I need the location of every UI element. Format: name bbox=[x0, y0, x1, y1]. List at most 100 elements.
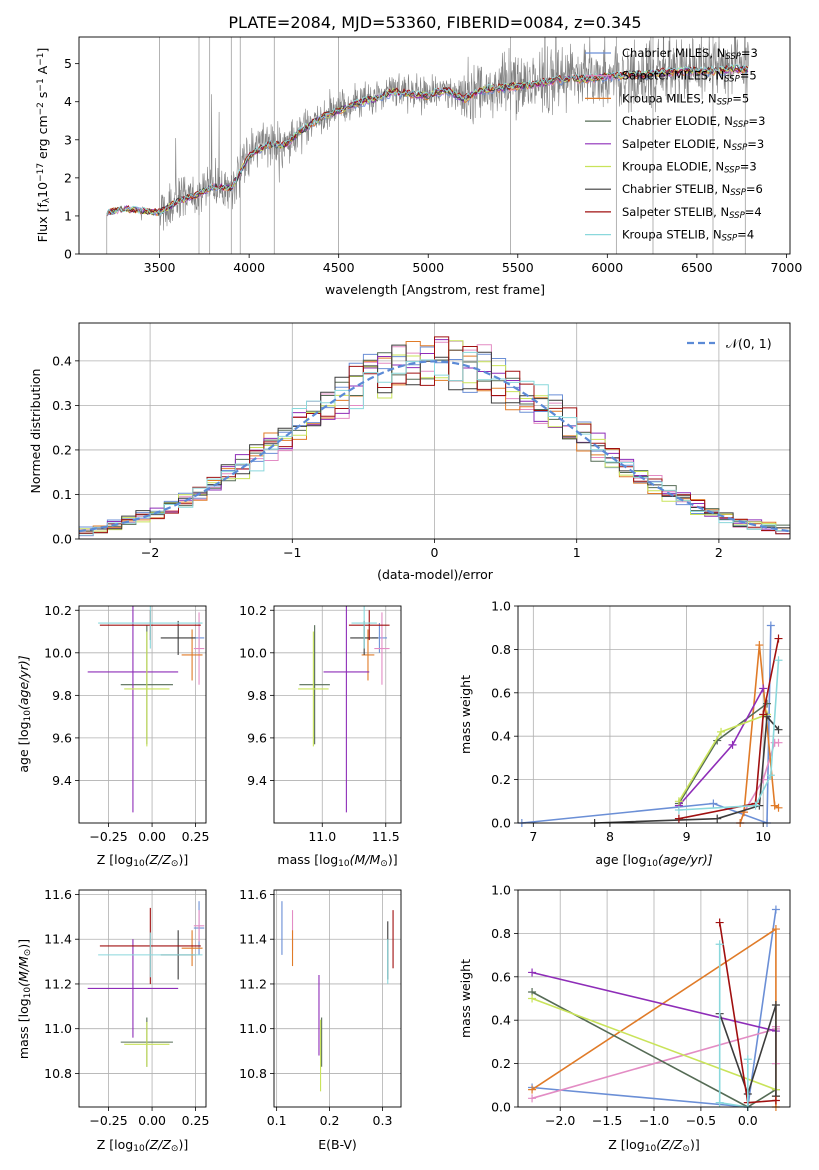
mw-marker bbox=[528, 994, 537, 1003]
mw-marker bbox=[774, 738, 783, 747]
label-part: SSP bbox=[733, 120, 749, 130]
y-tick-label: 0.4 bbox=[491, 729, 511, 744]
y-tick-label: 9.8 bbox=[247, 688, 267, 703]
label-part: = bbox=[740, 160, 750, 174]
legend: Chabrier MILES, NSSP=3 Salpeter MILES, NS… bbox=[585, 46, 765, 244]
x-tick-label: 8 bbox=[606, 829, 614, 844]
label-part: SSP bbox=[729, 211, 745, 221]
x-tick-label: 10 bbox=[755, 829, 771, 844]
panel-mass-ebv: 0.1 0.2 0.3 10.8 11.0 11.2 11.4 11.6 E(B-V) bbox=[239, 887, 402, 1152]
label-part: )] bbox=[178, 1137, 188, 1152]
label-part: , bbox=[714, 182, 721, 196]
label-part: ⊙ bbox=[171, 859, 179, 869]
axes-frame bbox=[517, 605, 791, 824]
label-part: mass weight bbox=[458, 675, 473, 754]
y-tick-label: 0.4 bbox=[52, 353, 72, 368]
y-tick-label: 2 bbox=[64, 170, 72, 185]
label-part: Kroupa STELIB bbox=[622, 228, 706, 242]
plot-area bbox=[87, 606, 205, 813]
mw-marker bbox=[528, 1085, 537, 1094]
mw-marker bbox=[770, 801, 779, 810]
label-part: (M/M bbox=[350, 852, 381, 867]
x-tick-label: 4000 bbox=[233, 260, 265, 275]
label-part: N bbox=[724, 114, 733, 128]
label-part: N bbox=[715, 160, 724, 174]
x-tick-label: 5500 bbox=[502, 260, 534, 275]
mw-marker bbox=[774, 803, 783, 812]
mw-marker bbox=[743, 1055, 752, 1064]
label-part: Z [log bbox=[608, 1137, 644, 1152]
label-part: SSP bbox=[730, 188, 746, 198]
y-tick-label: 0.6 bbox=[491, 969, 511, 984]
label-part: −2 bbox=[36, 102, 46, 115]
label-part: = bbox=[748, 114, 758, 128]
label-part: N bbox=[717, 46, 726, 60]
panel-age-z: −0.25 0.00 0.259.49.69.810.010.2Z [log10(Z… bbox=[16, 603, 209, 869]
mw-marker bbox=[766, 771, 775, 780]
mw-marker bbox=[759, 710, 768, 719]
plot-area bbox=[87, 901, 205, 1067]
label-part: , bbox=[701, 91, 708, 105]
label-part: 4 bbox=[747, 228, 754, 242]
label-part: N bbox=[722, 182, 731, 196]
axes-frame bbox=[78, 322, 791, 540]
x-tick-label: 1 bbox=[573, 545, 581, 560]
label-part: Z [log bbox=[97, 1137, 133, 1152]
label-part: , bbox=[709, 46, 716, 60]
mw-line-kroupa-elodie bbox=[678, 713, 768, 802]
label-part: Chabrier STELIB bbox=[622, 182, 714, 196]
mw-marker bbox=[774, 656, 783, 665]
y-tick-label: 9.6 bbox=[52, 730, 72, 745]
x-tick-label: 0.00 bbox=[138, 829, 166, 844]
label-part: age [log bbox=[16, 721, 31, 772]
y-tick-label: 9.4 bbox=[52, 773, 72, 788]
x-tick-label: 6000 bbox=[591, 260, 623, 275]
label-part: N bbox=[715, 69, 724, 83]
legend-entry: Salpeter MILES, NSSP=5 bbox=[622, 69, 757, 85]
y-tick-label: 0.8 bbox=[491, 926, 511, 941]
y-axis-label: mass weight bbox=[458, 959, 473, 1038]
mw-marker bbox=[763, 699, 772, 708]
y-tick-label: 11.0 bbox=[239, 1021, 267, 1036]
y-tick-label: 11.4 bbox=[239, 932, 267, 947]
label-part: 6 bbox=[756, 182, 763, 196]
label-part: 10 bbox=[338, 859, 350, 869]
y-tick-label: 9.8 bbox=[52, 688, 72, 703]
label-part: = bbox=[740, 69, 750, 83]
y-axis-label: mass weight bbox=[458, 675, 473, 754]
label-part: (age/yr)] bbox=[658, 852, 713, 867]
x-axis-label: age [log10(age/yr)] bbox=[595, 852, 712, 869]
legend-entry: 𝒩(0, 1) bbox=[726, 336, 772, 351]
x-tick-label: 0.1 bbox=[267, 1113, 287, 1128]
label-part: = bbox=[737, 228, 747, 242]
label-part: Chabrier ELODIE bbox=[622, 114, 717, 128]
x-tick-label: 11.0 bbox=[308, 829, 336, 844]
x-tick-label: 0.00 bbox=[138, 1113, 166, 1128]
label-part: N bbox=[708, 91, 717, 105]
x-tick-label: −0.25 bbox=[89, 829, 127, 844]
label-part: N bbox=[713, 228, 722, 242]
mw-line-kroupa-stelib bbox=[678, 660, 780, 811]
label-part: Normed distribution bbox=[28, 369, 43, 494]
x-axis-label: Z [log10(Z/Z⊙)] bbox=[97, 1137, 188, 1154]
x-tick-label: −0.5 bbox=[686, 1113, 716, 1128]
label-part: ⊙ bbox=[23, 949, 33, 957]
label-part: mass weight bbox=[458, 959, 473, 1038]
panel-spectrum: 3500 4000 4500 5000 5500 6000 6500 7000 0 1 2 3 4 5 Ch… bbox=[35, 36, 802, 297]
x-axis-label: Z [log10(Z/Z⊙)] bbox=[608, 1137, 699, 1154]
mw-marker bbox=[774, 725, 783, 734]
label-part: SSP bbox=[725, 52, 741, 62]
y-tick-label: 10.0 bbox=[44, 645, 72, 660]
label-part: 5 bbox=[749, 69, 756, 83]
y-tick-label: 0.1 bbox=[52, 487, 72, 502]
label-part: ] bbox=[35, 48, 50, 53]
y-tick-label: 1 bbox=[64, 208, 72, 223]
label-part: 10 bbox=[35, 182, 50, 198]
legend: 𝒩(0, 1) bbox=[687, 336, 772, 351]
label-part: λ bbox=[42, 197, 52, 203]
plot-area bbox=[106, 37, 749, 254]
label-part: , bbox=[706, 228, 713, 242]
legend-entry: Chabrier MILES, NSSP=3 bbox=[622, 46, 758, 62]
label-part: 3 bbox=[751, 46, 758, 60]
